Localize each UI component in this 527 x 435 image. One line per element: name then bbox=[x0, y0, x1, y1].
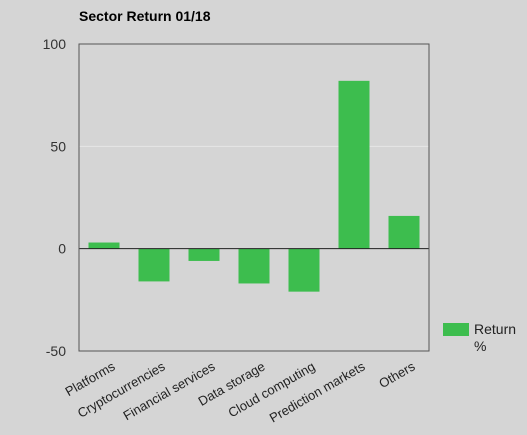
y-tick-label: 50 bbox=[50, 138, 66, 154]
bar bbox=[188, 248, 220, 261]
bar bbox=[138, 248, 170, 282]
bar bbox=[238, 248, 270, 284]
chart-title: Sector Return 01/18 bbox=[79, 8, 211, 24]
bar bbox=[338, 80, 370, 249]
y-tick-label: 100 bbox=[43, 36, 67, 52]
bars bbox=[88, 80, 420, 292]
bar bbox=[88, 242, 120, 249]
legend-label-line-2: % bbox=[474, 338, 486, 354]
y-tick-label: 0 bbox=[58, 241, 66, 257]
plot-frame bbox=[78, 43, 430, 352]
bar bbox=[288, 248, 320, 292]
x-category-label: Others bbox=[376, 358, 418, 391]
bar bbox=[388, 215, 420, 249]
legend: Return % bbox=[443, 321, 516, 354]
y-axis-ticks: 100 50 0 -50 bbox=[43, 36, 67, 359]
legend-swatch-return bbox=[443, 323, 469, 336]
y-tick-label: -50 bbox=[46, 343, 66, 359]
legend-label-line-1: Return bbox=[474, 321, 516, 337]
